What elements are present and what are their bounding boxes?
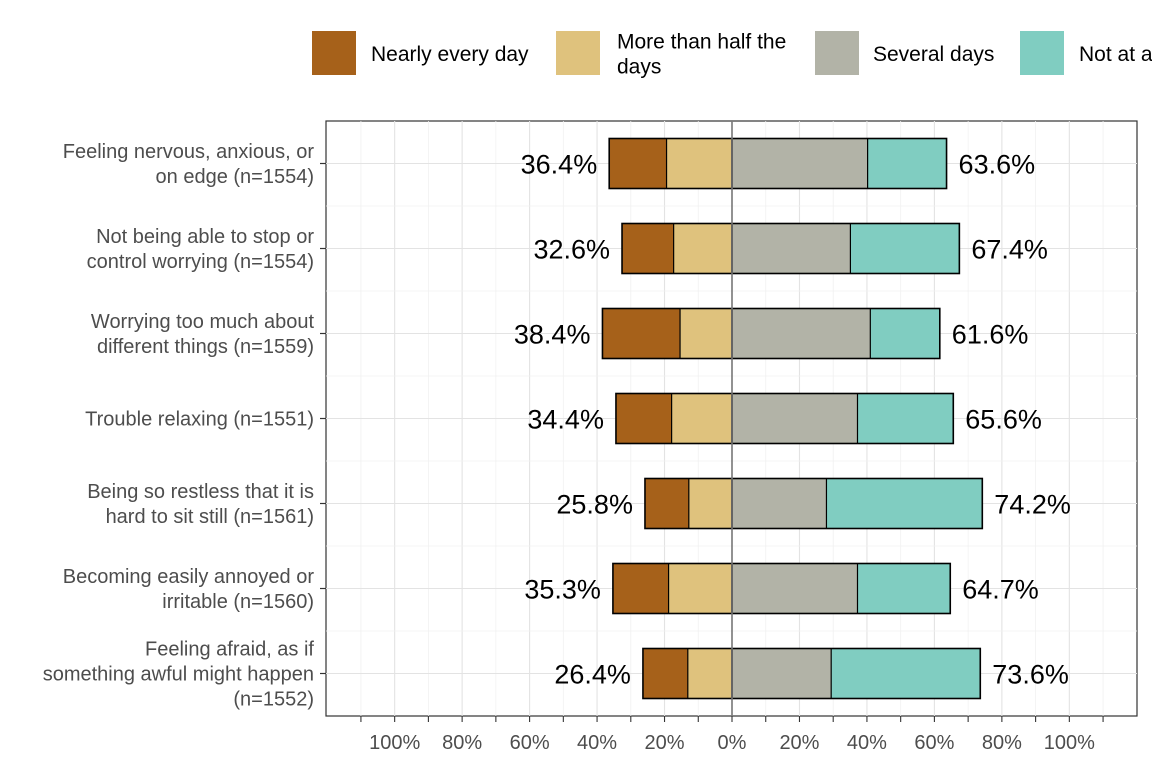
left-total-label: 35.3% (524, 575, 601, 605)
legend-key-more-than-half-the-days (556, 31, 600, 75)
right-total-label: 64.7% (962, 575, 1039, 605)
bar-not-at-all (831, 648, 981, 699)
y-tick-label: Trouble relaxing (n=1551) (85, 409, 314, 431)
left-total-label: 36.4% (521, 150, 598, 180)
right-total-label: 73.6% (992, 660, 1069, 690)
y-axis: Feeling nervous, anxious, or on edge (n=1… (43, 141, 326, 711)
legend-label-more-than-half-the-days: More than half the days (617, 31, 786, 79)
total-labels: 36.4% 63.6% 32.6% 67.4% 38.4% 61.6% 34.4% 65.6%… (514, 150, 1071, 690)
x-tick-label: 20% (779, 732, 819, 754)
bar-several-days (732, 478, 827, 529)
left-total-label: 32.6% (533, 235, 610, 265)
bar-not-at-all (870, 308, 940, 359)
x-tick-label: 20% (645, 732, 685, 754)
legend-key-several-days (815, 31, 859, 75)
left-total-label: 26.4% (554, 660, 631, 690)
x-tick-label: 100% (1044, 732, 1095, 754)
bar-nearly-every-day (622, 223, 674, 274)
legend-key-nearly-every-day (312, 31, 356, 75)
bar-more-than-half-the-days (668, 563, 732, 614)
bar-several-days (732, 138, 868, 189)
bar-not-at-all (857, 393, 954, 444)
left-total-label: 25.8% (556, 490, 633, 520)
legend-label-nearly-every-day: Nearly every day (371, 43, 529, 66)
x-tick-label: 40% (847, 732, 887, 754)
bar-more-than-half-the-days (687, 648, 732, 699)
bar-nearly-every-day (642, 648, 688, 699)
bar-several-days (732, 393, 858, 444)
bar-several-days (732, 223, 851, 274)
legend-label-not-at-all: Not at all (1079, 43, 1152, 66)
bar-not-at-all (826, 478, 983, 529)
legend: Nearly every day More than half the days Se… (312, 31, 1152, 79)
legend-key-not-at-all (1020, 31, 1064, 75)
y-tick-label: Being so restless that it is hard to sit … (87, 481, 314, 528)
x-tick-label: 80% (442, 732, 482, 754)
bar-not-at-all (857, 563, 951, 614)
right-total-label: 65.6% (965, 405, 1042, 435)
bar-not-at-all (867, 138, 947, 189)
x-tick-label: 80% (982, 732, 1022, 754)
x-tick-label: 60% (914, 732, 954, 754)
plot-area: 36.4% 63.6% 32.6% 67.4% 38.4% 61.6% 34.4% 65.6%… (325, 120, 1138, 717)
y-tick-label: Feeling afraid, as if something awful mig… (43, 639, 315, 711)
bar-not-at-all (850, 223, 960, 274)
bar-several-days (732, 563, 858, 614)
bar-nearly-every-day (612, 563, 669, 614)
bars (601, 137, 984, 700)
x-tick-label: 100% (369, 732, 420, 754)
bar-nearly-every-day (644, 478, 689, 529)
right-total-label: 63.6% (959, 150, 1036, 180)
bar-more-than-half-the-days (671, 393, 732, 444)
y-tick-label: Becoming easily annoyed or irritable (n=1… (63, 566, 315, 613)
bar-more-than-half-the-days (673, 223, 732, 274)
bar-more-than-half-the-days (680, 308, 732, 359)
bar-more-than-half-the-days (666, 138, 732, 189)
y-tick-label: Feeling nervous, anxious, or on edge (n=1… (63, 141, 315, 188)
y-tick-label: Not being able to stop or control worryin… (87, 226, 315, 273)
right-total-label: 67.4% (971, 235, 1048, 265)
y-tick-label: Worrying too much about different things … (91, 311, 315, 358)
bar-nearly-every-day (609, 138, 667, 189)
left-total-label: 38.4% (514, 320, 591, 350)
x-tick-label: 60% (510, 732, 550, 754)
left-total-label: 34.4% (527, 405, 604, 435)
right-total-label: 61.6% (952, 320, 1029, 350)
x-axis: 100% 80% 60% 40% 20% 0% 20% 40% 60% 80% 100% (360, 716, 1104, 754)
bar-nearly-every-day (615, 393, 672, 444)
x-tick-label: 0% (718, 732, 747, 754)
bar-several-days (732, 648, 832, 699)
x-tick-label: 40% (577, 732, 617, 754)
bar-nearly-every-day (602, 308, 681, 359)
right-total-label: 74.2% (994, 490, 1071, 520)
bar-several-days (732, 308, 871, 359)
legend-label-several-days: Several days (873, 43, 994, 66)
bar-more-than-half-the-days (688, 478, 732, 529)
